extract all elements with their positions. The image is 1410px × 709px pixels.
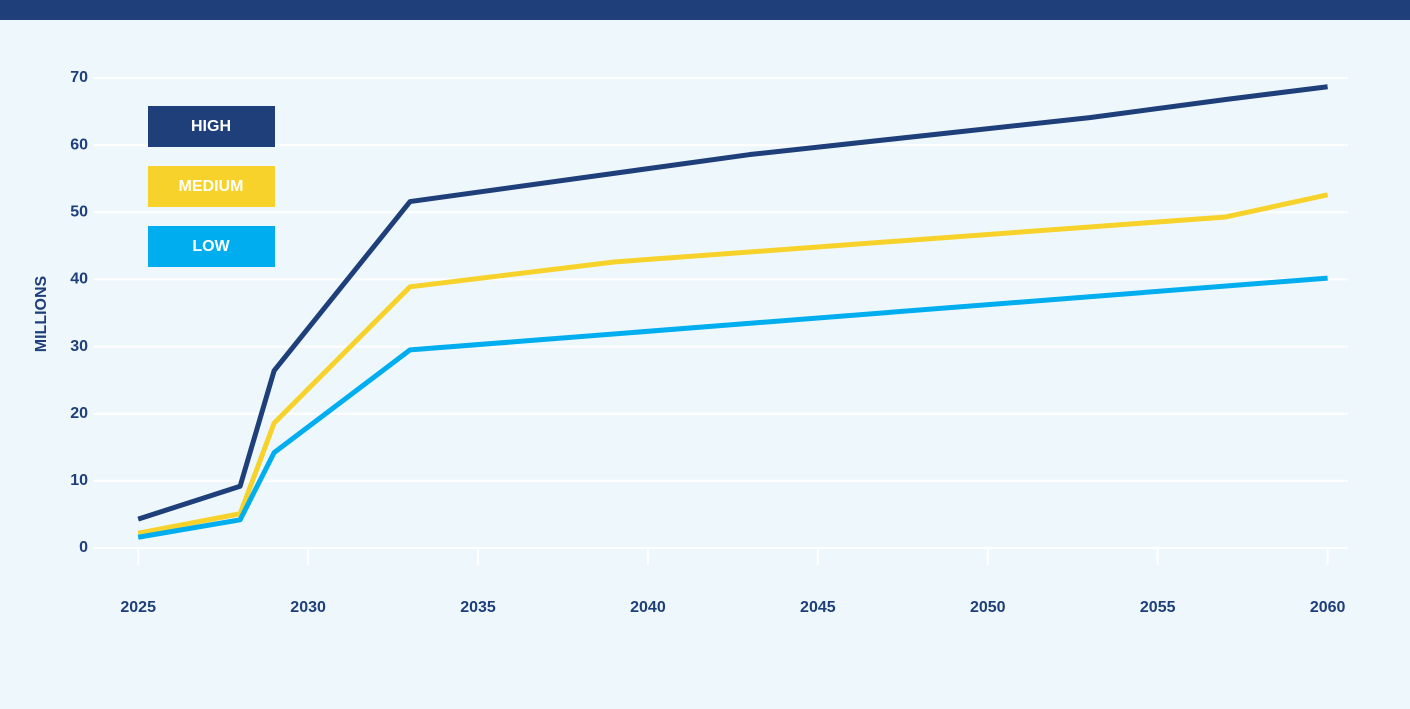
y-tick-label: 40 xyxy=(70,271,88,288)
line-series xyxy=(137,275,1328,540)
x-tick-label: 2030 xyxy=(290,599,326,616)
y-tick-label: 10 xyxy=(70,472,88,489)
x-tick-label: 2055 xyxy=(1140,599,1176,616)
legend-swatch xyxy=(148,226,275,267)
x-tick-label: 2025 xyxy=(120,599,156,616)
y-tick-label: 30 xyxy=(70,338,88,355)
x-tick-label: 2050 xyxy=(970,599,1006,616)
y-tick-label: 70 xyxy=(70,69,88,86)
y-tick-label: 50 xyxy=(70,204,88,221)
line-series xyxy=(137,192,1329,536)
y-axis-label: MILLIONS xyxy=(33,275,50,352)
x-tick-label: 2045 xyxy=(800,599,836,616)
x-tick-label: 2035 xyxy=(460,599,496,616)
legend-label: MEDIUM xyxy=(179,178,244,195)
legend-label: HIGH xyxy=(191,118,231,135)
header-band xyxy=(0,0,1410,20)
legend-label: LOW xyxy=(192,238,230,255)
y-tick-label: 0 xyxy=(79,539,88,556)
legend-swatch xyxy=(148,166,275,207)
x-tick-label: 2040 xyxy=(630,599,666,616)
legend-swatch xyxy=(148,106,275,147)
line-series xyxy=(137,84,1328,522)
y-tick-label: 60 xyxy=(70,136,88,153)
x-tick-label: 2060 xyxy=(1310,599,1346,616)
y-tick-label: 20 xyxy=(70,405,88,422)
